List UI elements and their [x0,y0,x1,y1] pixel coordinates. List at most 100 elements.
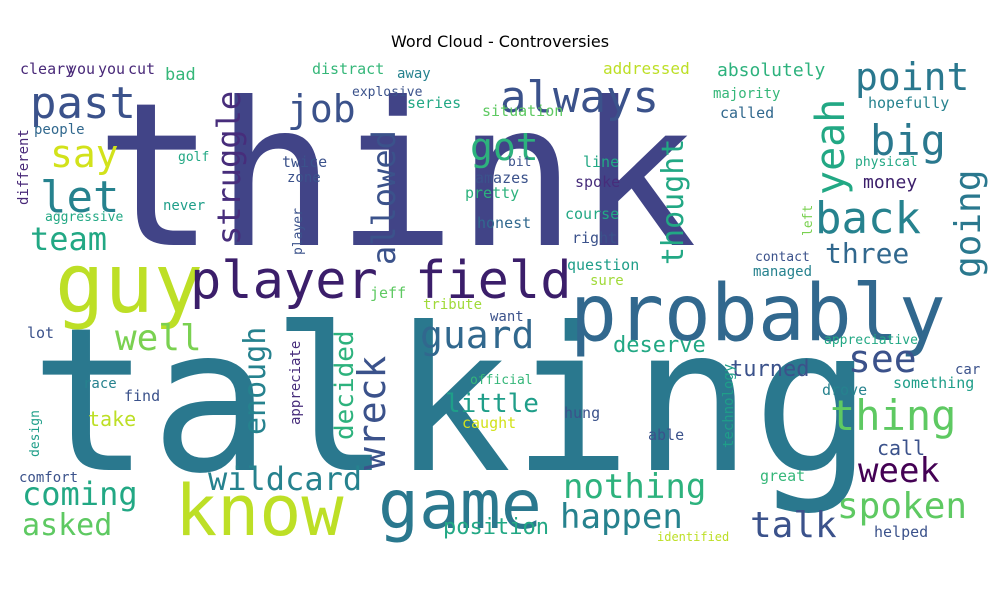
chart-title: Word Cloud - Controversies [390,32,610,51]
word-appreciate: appreciate [288,341,304,425]
word-cleary: cleary [20,60,74,78]
word-car: car [955,362,980,378]
word-three: three [825,237,909,270]
word-spoke: spoke [575,173,620,191]
word-caught: caught [462,414,516,432]
word-week: week [858,451,940,491]
word-hung: hung [564,404,600,422]
word-field: field [415,251,572,311]
word-bit: bit [508,155,531,170]
word-different: different [16,129,32,205]
word-well: well [115,318,202,359]
word-bad: bad [165,65,196,85]
word-explosive: explosive [352,85,423,100]
word-never: never [163,198,205,214]
word-twice: twice [282,153,327,171]
word-got: got [470,125,539,169]
word-coming: coming [22,475,138,513]
word-call: call [877,436,925,460]
word-pretty: pretty [465,184,519,202]
word-you: you [98,60,125,78]
word-amazes: amazes [475,169,529,187]
word-majority: majority [713,86,780,102]
word-left: left [801,205,816,236]
word-let: let [40,172,119,223]
word-great: great [760,467,805,485]
word-player: player [190,251,378,311]
word-hopefully: hopefully [868,94,949,112]
word-tribute: tribute [423,297,482,313]
word-aggressive: aggressive [45,210,123,225]
word-past: past [30,78,136,129]
word-want: want [490,309,524,325]
word-guard: guard [420,313,534,357]
word-point: point [855,55,969,99]
word-question: question [567,256,639,274]
word-little: little [445,389,539,419]
word-something: something [893,374,974,392]
word-big: big [870,116,946,165]
word-distract: distract [312,60,384,78]
word-see: see [848,337,917,381]
word-golf: golf [178,150,209,165]
word-find: find [124,387,160,405]
word-line: line [583,153,619,171]
word-series: series [407,94,461,112]
word-always: always [500,72,659,123]
word-helped: helped [874,523,928,541]
word-lot: lot [27,324,54,342]
word-back: back [815,193,921,244]
word-drove: drove [822,381,867,399]
word-say: say [50,132,119,176]
word-away: away [397,66,431,82]
word-job: job [287,87,356,131]
word-know: know [175,470,344,552]
word-allowed: allowed [365,130,403,265]
word-struggle: struggle [210,91,248,245]
word-turned: turned [730,357,809,382]
word-decided: decided [330,330,360,440]
word-course: course [565,205,619,223]
word-comfort: comfort [19,470,78,486]
word-happen: happen [560,497,683,537]
word-yeah: yeah [808,99,854,195]
word-race: race [83,376,117,392]
word-spoken: spoken [837,486,967,527]
word-able: able [648,426,684,444]
word-talking: talking [30,285,873,518]
word-technology: technology [721,364,737,448]
word-wreck: wreck [350,355,394,470]
word-deserve: deserve [613,333,706,358]
word-design: design [28,410,43,457]
word-game: game [378,466,542,545]
word-physical: physical [855,155,918,170]
word-called: called [720,104,774,122]
word-going: going [948,170,989,278]
word-player: player [291,208,306,255]
word-think: think [95,60,697,293]
word-addressed: addressed [603,59,690,78]
word-honest: honest [477,214,531,232]
word-situation: situation [482,102,563,120]
word-thought: thought [656,139,691,265]
word-you: you [68,60,95,78]
word-cut: cut [128,60,155,78]
word-nothing: nothing [563,467,706,507]
word-wildcard: wildcard [208,460,362,498]
word-official: official [470,373,533,388]
word-people: people [34,122,85,138]
word-money: money [863,172,917,193]
word-asked: asked [22,508,112,543]
word-position: position [443,515,549,540]
word-right: right [572,229,617,247]
word-managed: managed [753,264,812,280]
word-take: take [88,407,136,431]
word-probably: probably [570,269,946,359]
word-zone: zone [287,170,321,186]
word-jeff: jeff [370,284,406,302]
word-absolutely: absolutely [717,60,826,81]
word-guy: guy [55,237,203,332]
word-enough: enough [238,327,273,435]
word-contact: contact [755,250,810,265]
